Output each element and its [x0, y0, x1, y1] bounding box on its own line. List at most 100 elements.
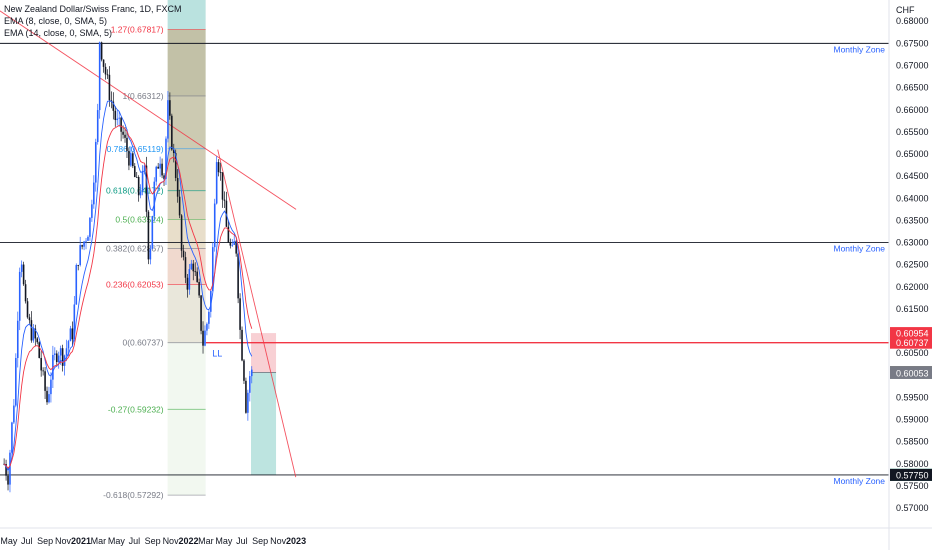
candle: [85, 240, 87, 242]
candle: [169, 100, 171, 116]
legend-ema-8[interactable]: EMA (8, close, 0, SMA, 5): [4, 16, 108, 26]
fib-level-label: 1(0.66312): [123, 91, 164, 101]
candle: [108, 74, 111, 101]
candle: [153, 181, 156, 217]
price-tag[interactable]: [890, 366, 932, 379]
candle: [22, 264, 25, 285]
candle: [57, 355, 60, 363]
trendline[interactable]: [0, 0, 297, 210]
x-tick-label: May: [215, 536, 233, 546]
candle: [116, 118, 119, 121]
candle: [161, 163, 163, 176]
candle: [245, 380, 247, 413]
candle: [126, 137, 128, 151]
candle: [184, 257, 187, 278]
candle: [178, 196, 181, 216]
candle: [104, 66, 107, 75]
trendline[interactable]: [217, 149, 297, 478]
candle: [55, 353, 58, 363]
y-tick-label: 0.67500: [896, 38, 929, 48]
candle: [167, 100, 169, 139]
fib-level-label: 0.382(0.62867): [106, 243, 164, 253]
candle: [188, 269, 191, 290]
y-tick-label: 0.68000: [896, 16, 929, 26]
candle: [243, 360, 245, 381]
candle: [159, 163, 161, 169]
fib-level-label: 1.27(0.67817): [111, 24, 164, 34]
y-tick-label: 0.58500: [896, 437, 929, 447]
x-tick-label: Sep: [252, 536, 268, 546]
fib-zone: [167, 148, 206, 191]
y-tick-label: 0.63000: [896, 238, 929, 248]
candle: [38, 342, 41, 358]
candle: [231, 244, 234, 246]
candle: [221, 172, 224, 200]
candle: [180, 215, 183, 251]
fib-zone: [167, 495, 206, 528]
candle: [204, 330, 206, 346]
candle: [190, 263, 193, 270]
candle: [210, 291, 212, 312]
candle: [24, 284, 27, 302]
candle: [219, 172, 222, 173]
candle: [215, 162, 218, 204]
legend-symbol[interactable]: New Zealand Dollar/Swiss Franc, 1D, FXCM: [4, 4, 182, 14]
x-tick-label: Sep: [37, 536, 53, 546]
candle: [206, 323, 208, 331]
candle: [7, 475, 9, 485]
lower-low-label: LL: [212, 348, 222, 358]
y-tick-label: 0.66000: [896, 105, 929, 115]
candle: [194, 271, 197, 273]
fib-zone: [167, 342, 206, 410]
price-tag[interactable]: [890, 327, 932, 340]
position-target-zone[interactable]: [250, 372, 277, 475]
price-tag-label: 0.60954: [896, 329, 929, 339]
y-tick-label: 0.61500: [896, 304, 929, 314]
candle: [149, 248, 152, 260]
candle: [182, 250, 185, 258]
candle: [87, 236, 89, 241]
candle: [147, 211, 150, 260]
x-tick-label: May: [108, 536, 126, 546]
candle: [67, 341, 70, 349]
position-stop-zone[interactable]: [250, 333, 277, 373]
candle: [239, 298, 241, 330]
y-tick-label: 0.59000: [896, 415, 929, 425]
candle: [132, 153, 134, 167]
price-tag[interactable]: [890, 468, 932, 481]
candle: [42, 370, 44, 372]
y-tick-label: 0.66500: [896, 83, 929, 93]
legend-ema-14[interactable]: EMA (14, close, 0, SMA, 5): [4, 28, 113, 38]
candle: [48, 394, 50, 403]
candle: [106, 74, 109, 76]
x-tick-label: Sep: [145, 536, 161, 546]
candle: [46, 390, 48, 403]
candle: [54, 353, 56, 355]
price-tag-label: 0.60737: [896, 338, 929, 348]
ema-14-line: [3, 124, 253, 469]
candle: [223, 199, 226, 201]
candle: [139, 191, 142, 196]
candle: [50, 379, 52, 395]
y-tick-label: 0.57000: [896, 503, 929, 513]
price-tag[interactable]: [890, 336, 932, 349]
x-tick-label: Mar: [91, 536, 107, 546]
candle: [133, 166, 136, 178]
candle: [165, 138, 167, 179]
candle: [141, 171, 144, 192]
fib-zone: [167, 0, 206, 30]
candle: [171, 115, 173, 150]
candle: [143, 165, 146, 172]
candle: [247, 392, 249, 413]
monthly-zone-label: Monthly Zone: [834, 44, 886, 54]
price-tag-label: 0.57750: [896, 470, 929, 480]
candle: [130, 153, 132, 166]
x-tick-label: Mar: [198, 536, 214, 546]
x-tick-label: Nov: [270, 536, 287, 546]
candle: [30, 320, 33, 341]
candle: [94, 142, 97, 183]
candle: [157, 166, 159, 169]
candle: [11, 422, 13, 453]
candle: [28, 317, 31, 321]
